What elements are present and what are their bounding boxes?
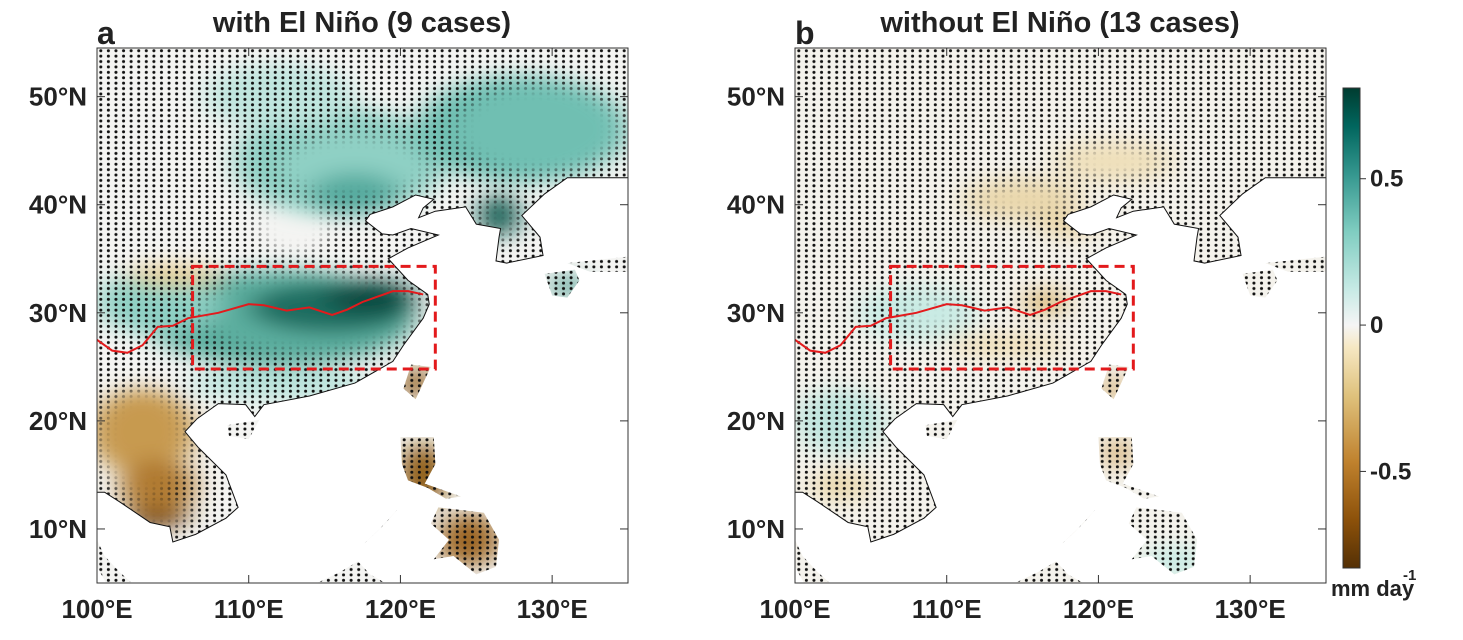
colorbar-tick-label: 0: [1370, 312, 1383, 339]
colorbar-scale: [1342, 87, 1361, 569]
panel-label: a: [97, 15, 115, 51]
x-tick-label: 100°E: [61, 594, 132, 624]
x-tick-label: 120°E: [365, 594, 436, 624]
x-tick-label: 120°E: [1063, 594, 1134, 624]
y-tick-label: 50°N: [727, 82, 785, 112]
y-tick-label: 20°N: [29, 406, 87, 436]
y-tick-label: 10°N: [727, 514, 785, 544]
x-tick-label: 100°E: [759, 594, 830, 624]
colorbar-tick-label: 0.5: [1370, 166, 1403, 193]
x-tick-label: 110°E: [214, 594, 284, 624]
panel-a: a with El Niño (9 cases): [96, 7, 629, 584]
y-tick-label: 50°N: [29, 82, 87, 112]
y-tick-label: 30°N: [29, 298, 87, 328]
panel-title: with El Niño (9 cases): [212, 7, 511, 39]
y-tick-label: 40°N: [727, 190, 785, 220]
x-tick-label: 130°E: [1215, 594, 1286, 624]
y-tick-label: 10°N: [29, 514, 87, 544]
panel-title: without El Niño (13 cases): [879, 7, 1239, 39]
y-tick-label: 40°N: [29, 190, 87, 220]
x-tick-label: 130°E: [517, 594, 588, 624]
colorbar: mm day -1: [1331, 87, 1416, 601]
map: [795, 48, 1326, 583]
panel-b: b without El Niño (13 cases): [794, 7, 1327, 584]
y-tick-label: 20°N: [727, 406, 785, 436]
colorbar-tick-label: -0.5: [1370, 458, 1411, 485]
y-tick-label: 30°N: [727, 298, 785, 328]
x-tick-label: 110°E: [912, 594, 982, 624]
panel-label: b: [795, 15, 815, 51]
colorbar-unit: mm day: [1331, 576, 1415, 601]
colorbar-unit-exponent: -1: [1403, 567, 1416, 584]
map: [97, 48, 628, 583]
